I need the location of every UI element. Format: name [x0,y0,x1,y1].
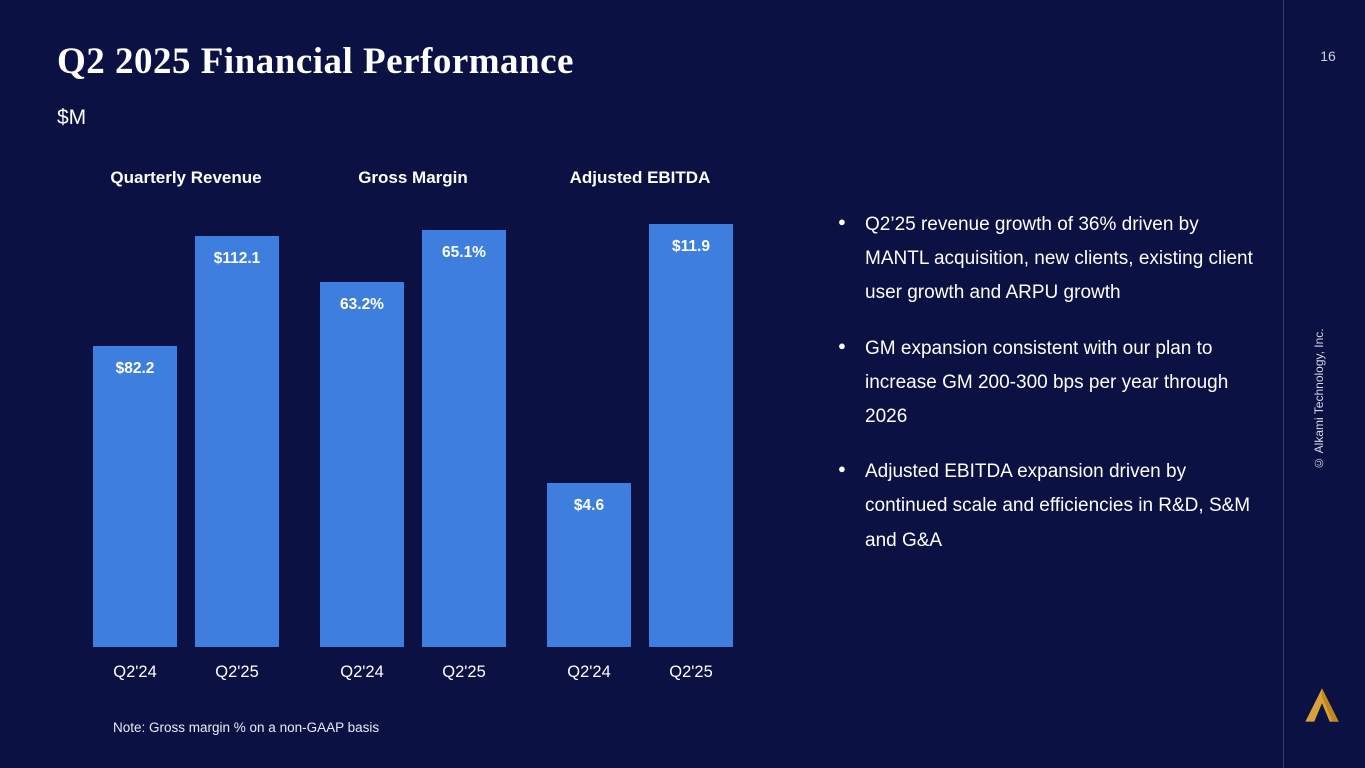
x-axis-labels: Q2'24 Q2'25 [93,663,279,682]
bar-value-label: $82.2 [115,360,155,377]
chart-group-0: Quarterly Revenue $82.2 $112.1 Q2'24 Q2'25 [93,168,279,682]
bar-value-label: 63.2% [340,296,384,313]
bar-Q2'25: $112.1 [195,236,279,647]
x-axis-label: Q2'24 [340,663,384,681]
plot-area: $4.6 $11.9 [547,224,733,647]
page-number: 16 [1320,48,1336,64]
bar-Q2'24: $4.6 [547,483,631,647]
bullet-list: Q2’25 revenue growth of 36% driven by MA… [838,208,1258,579]
copyright-vertical-text: © Alkami Technology, Inc. [1312,328,1326,470]
chart-group-2: Adjusted EBITDA $4.6 $11.9 Q2'24 Q2'25 [547,168,733,682]
bullet-item: Q2’25 revenue growth of 36% driven by MA… [838,208,1258,311]
units-label: $M [57,106,87,129]
bar-value-label: 65.1% [442,244,486,261]
vertical-divider [1283,0,1284,768]
bar-value-label: $4.6 [573,497,605,514]
charts-row: Quarterly Revenue $82.2 $112.1 Q2'24 Q2'25 Gr… [93,168,733,682]
bar-Q2'25: 65.1% [422,230,506,647]
bar-Q2'24: 63.2% [320,282,404,647]
bar-Q2'24: $82.2 [93,346,177,647]
x-axis-label: Q2'25 [215,663,259,681]
chart-title: Gross Margin [358,168,468,187]
bar-value-label: $112.1 [213,250,261,267]
bar-Q2'25: $11.9 [649,224,733,647]
bullet-item: GM expansion consistent with our plan to… [838,332,1258,435]
footnote: Note: Gross margin % on a non-GAAP basis [113,720,380,735]
x-axis-labels: Q2'24 Q2'25 [547,663,733,682]
bar-value-label: $11.9 [672,238,710,255]
page-title: Q2 2025 Financial Performance [57,41,574,82]
plot-area: 63.2% 65.1% [320,224,506,647]
chart-title: Quarterly Revenue [110,168,262,187]
x-axis-label: Q2'25 [442,663,486,681]
x-axis-label: Q2'24 [113,663,157,681]
x-axis-label: Q2'24 [567,663,611,681]
bullet-item: Adjusted EBITDA expansion driven by cont… [838,455,1258,558]
plot-area: $82.2 $112.1 [93,224,279,647]
x-axis-labels: Q2'24 Q2'25 [320,663,506,682]
chart-title: Adjusted EBITDA [569,168,711,187]
chart-group-1: Gross Margin 63.2% 65.1% Q2'24 Q2'25 [320,168,506,682]
x-axis-label: Q2'25 [669,663,713,681]
alkami-logo-icon [1303,686,1341,729]
